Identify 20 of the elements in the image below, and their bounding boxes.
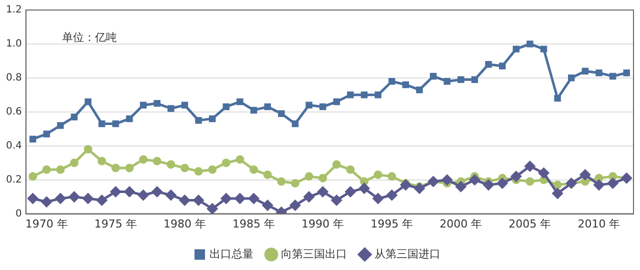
x-tick-label: 2010 年 xyxy=(578,217,620,230)
legend-label: 从第三国进口 xyxy=(374,247,440,260)
x-tick-label: 2005 年 xyxy=(508,217,552,230)
y-tick-label: 0.2 xyxy=(6,174,22,186)
annotation: 单位：亿吨 xyxy=(62,30,117,44)
y-tick-label: 0.8 xyxy=(6,72,22,84)
y-tick-label: 0.6 xyxy=(6,106,22,118)
x-tick-label: 1975 年 xyxy=(94,217,137,230)
legend-label: 出口总量 xyxy=(209,247,254,260)
legend-label: 向第三国出口 xyxy=(280,247,347,260)
x-tick-label: 1985 年 xyxy=(232,217,275,230)
x-tick-label: 1995 年 xyxy=(370,217,414,230)
x-tick-label: 1990 年 xyxy=(302,217,344,230)
y-tick-label: 1.0 xyxy=(6,38,22,50)
x-tick-label: 2000 年 xyxy=(440,217,482,230)
x-tick-label: 1970 年 xyxy=(25,217,68,230)
y-tick-label: 0 xyxy=(16,208,22,220)
y-tick-label: 0.4 xyxy=(6,140,22,152)
x-tick-label: 1980 年 xyxy=(163,217,206,230)
y-tick-label: 1.2 xyxy=(6,4,22,16)
